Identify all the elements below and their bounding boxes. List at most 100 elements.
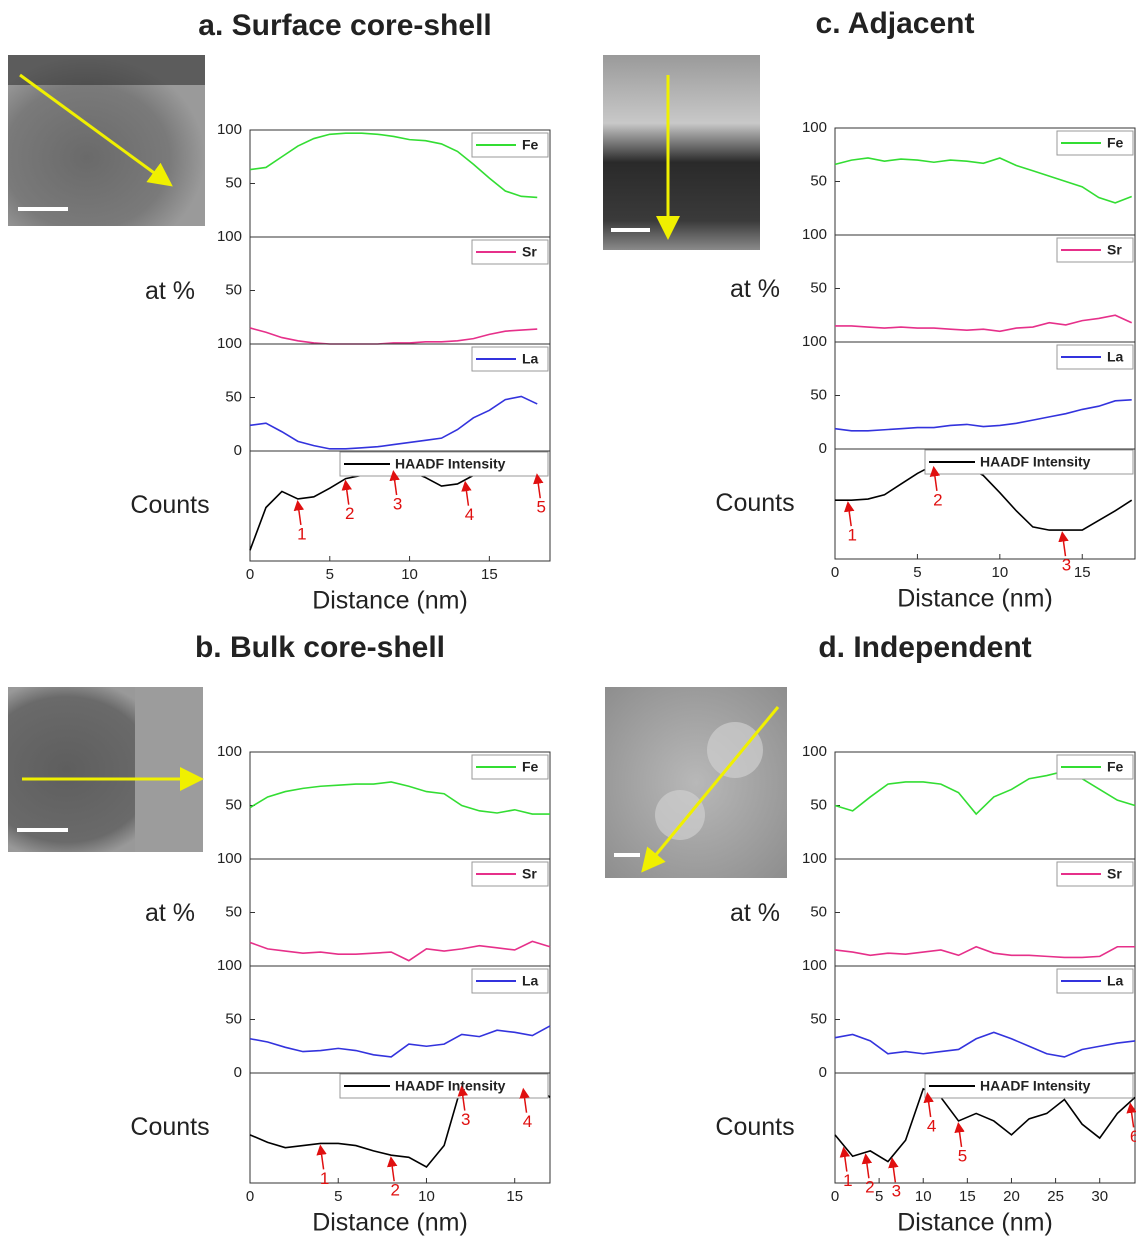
x-tick-label: 30 bbox=[1091, 1188, 1108, 1205]
x-axis-label: Distance (nm) bbox=[312, 587, 468, 615]
intensity-line bbox=[835, 1089, 1135, 1162]
y-tick-label: 0 bbox=[819, 440, 827, 457]
series-line bbox=[835, 400, 1132, 431]
y-axis-label: at % bbox=[730, 899, 780, 927]
annotation-arrow bbox=[848, 504, 851, 526]
micrograph-b bbox=[8, 687, 203, 852]
x-tick-label: 10 bbox=[915, 1188, 932, 1205]
annotation-label: 4 bbox=[927, 1116, 936, 1135]
annotation-label: 5 bbox=[958, 1146, 967, 1165]
panel-title: b. Bulk core-shell bbox=[195, 631, 445, 664]
series-line bbox=[250, 782, 550, 814]
legend-label: La bbox=[522, 351, 539, 367]
y-axis-label: at % bbox=[145, 899, 195, 927]
x-tick-label: 5 bbox=[913, 564, 921, 581]
y-axis-label: Counts bbox=[715, 1113, 794, 1141]
series-line bbox=[250, 1026, 550, 1057]
x-tick-label: 15 bbox=[506, 1188, 523, 1205]
annotation-label: 3 bbox=[892, 1182, 901, 1201]
annotation-arrow bbox=[391, 1159, 394, 1181]
legend-label: HAADF Intensity bbox=[980, 1078, 1091, 1094]
y-tick-label: 50 bbox=[810, 279, 827, 296]
y-tick-label: 50 bbox=[225, 174, 242, 191]
y-axis-label: at % bbox=[145, 277, 195, 305]
y-tick-label: 50 bbox=[225, 388, 242, 405]
annotation-label: 1 bbox=[320, 1169, 329, 1188]
annotation-label: 1 bbox=[297, 524, 306, 543]
panel-title: d. Independent bbox=[818, 631, 1031, 664]
y-tick-label: 50 bbox=[810, 172, 827, 189]
annotation-arrow bbox=[866, 1156, 869, 1178]
micrograph-a bbox=[8, 55, 205, 226]
annotation-label: 1 bbox=[843, 1171, 852, 1190]
legend-label: La bbox=[1107, 349, 1124, 365]
legend-label: Fe bbox=[522, 137, 539, 153]
annotation-arrow bbox=[1062, 534, 1065, 556]
legend-label: HAADF Intensity bbox=[395, 1078, 506, 1094]
series-line bbox=[250, 396, 537, 448]
annotation-label: 6 bbox=[1130, 1127, 1136, 1146]
annotation-label: 3 bbox=[461, 1110, 470, 1129]
annotation-arrow bbox=[844, 1150, 847, 1172]
y-tick-label: 0 bbox=[234, 1064, 242, 1081]
series-line bbox=[835, 158, 1132, 203]
y-tick-label: 100 bbox=[802, 957, 827, 974]
y-tick-label: 100 bbox=[802, 226, 827, 243]
x-axis-label: Distance (nm) bbox=[312, 1209, 468, 1237]
y-tick-label: 100 bbox=[217, 957, 242, 974]
y-tick-label: 100 bbox=[217, 743, 242, 760]
y-tick-label: 50 bbox=[810, 903, 827, 920]
x-tick-label: 20 bbox=[1003, 1188, 1020, 1205]
y-tick-label: 50 bbox=[225, 796, 242, 813]
legend-label: La bbox=[1107, 973, 1124, 989]
legend-label: Sr bbox=[1107, 866, 1122, 882]
y-tick-label: 50 bbox=[810, 1010, 827, 1027]
annotation-arrow bbox=[465, 484, 468, 506]
x-tick-label: 15 bbox=[481, 566, 498, 583]
y-tick-label: 50 bbox=[225, 1010, 242, 1027]
annotation-label: 2 bbox=[345, 504, 354, 523]
y-tick-label: 100 bbox=[802, 743, 827, 760]
y-tick-label: 100 bbox=[217, 850, 242, 867]
series-line bbox=[835, 947, 1135, 958]
micrograph-d bbox=[605, 687, 787, 878]
x-tick-label: 5 bbox=[326, 566, 334, 583]
y-axis-label: at % bbox=[730, 275, 780, 303]
annotation-arrow bbox=[537, 476, 540, 498]
panel-title: a. Surface core-shell bbox=[198, 9, 491, 42]
annotation-arrow bbox=[959, 1125, 962, 1147]
y-tick-label: 100 bbox=[217, 121, 242, 138]
annotation-label: 4 bbox=[465, 505, 474, 524]
annotation-label: 5 bbox=[536, 498, 545, 517]
legend-label: HAADF Intensity bbox=[395, 456, 506, 472]
annotation-arrow bbox=[321, 1147, 324, 1169]
y-tick-label: 50 bbox=[810, 796, 827, 813]
legend-label: Sr bbox=[522, 244, 537, 260]
legend-label: Fe bbox=[1107, 135, 1124, 151]
micrograph-c bbox=[603, 55, 760, 250]
x-tick-label: 0 bbox=[831, 564, 839, 581]
x-tick-label: 0 bbox=[246, 1188, 254, 1205]
x-tick-label: 10 bbox=[401, 566, 418, 583]
y-axis-label: Counts bbox=[715, 489, 794, 517]
x-axis-label: Distance (nm) bbox=[897, 1209, 1053, 1237]
legend-label: Fe bbox=[1107, 759, 1124, 775]
x-tick-label: 0 bbox=[246, 566, 254, 583]
x-tick-label: 10 bbox=[991, 564, 1008, 581]
x-tick-label: 5 bbox=[875, 1188, 883, 1205]
figure: a. Surface core-shellat %Counts50100Fe50… bbox=[0, 0, 1136, 1241]
series-line bbox=[835, 1032, 1135, 1057]
annotation-label: 4 bbox=[523, 1112, 532, 1131]
annotation-label: 2 bbox=[933, 490, 942, 509]
annotation-label: 2 bbox=[865, 1178, 874, 1197]
series-line bbox=[835, 315, 1132, 331]
x-tick-label: 10 bbox=[418, 1188, 435, 1205]
series-line bbox=[250, 941, 550, 960]
y-tick-label: 100 bbox=[802, 333, 827, 350]
annotation-label: 3 bbox=[1062, 556, 1071, 575]
legend-label: Sr bbox=[522, 866, 537, 882]
x-tick-label: 5 bbox=[334, 1188, 342, 1205]
y-tick-label: 0 bbox=[234, 442, 242, 459]
y-tick-label: 100 bbox=[217, 228, 242, 245]
x-tick-label: 15 bbox=[1074, 564, 1091, 581]
